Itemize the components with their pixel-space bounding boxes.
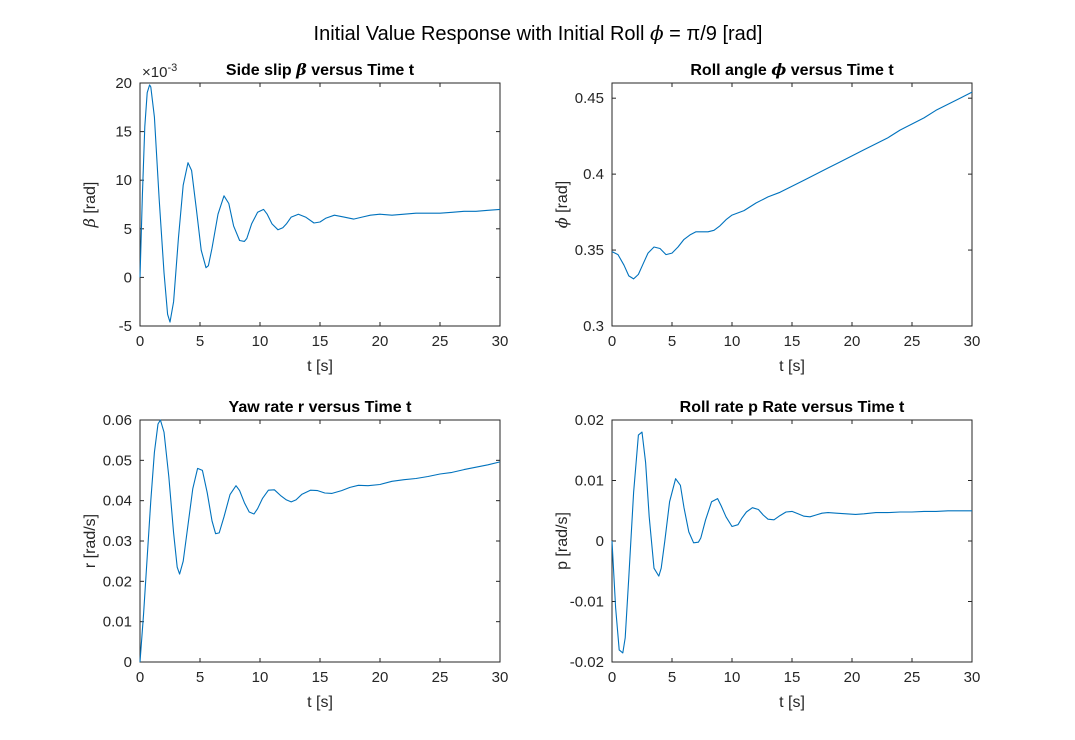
y-tick-label: 0.3	[583, 318, 604, 335]
x-tick-label: 15	[312, 333, 329, 350]
x-tick-label: 25	[904, 669, 921, 686]
x-tick-label: 10	[724, 333, 741, 350]
x-tick-label: 5	[668, 333, 676, 350]
y-tick-label: 0	[596, 533, 604, 550]
side-slip-y-axis-label: β [rad]	[80, 182, 99, 229]
x-tick-label: 30	[492, 333, 509, 350]
roll-rate-series-line	[611, 431, 972, 654]
yaw-rate-x-axis-label: t [s]	[307, 694, 333, 711]
y-tick-label: 0.05	[103, 452, 132, 469]
x-tick-label: 15	[784, 669, 801, 686]
side-slip-axes-box	[139, 82, 501, 327]
x-tick-label: 15	[312, 669, 329, 686]
y-tick-label: 20	[115, 75, 132, 92]
y-tick-label: 0.02	[103, 573, 132, 590]
roll-rate-x-axis-label: t [s]	[779, 694, 805, 711]
roll-rate-subplot: 0 5 10 15 20 25 30 -0.02 -0.01 0 0.01 0.02 Roll rate…	[554, 399, 980, 711]
x-tick-label: 0	[136, 333, 144, 350]
y-tick-label: -0.02	[570, 654, 604, 671]
x-tick-label: 30	[964, 333, 981, 350]
yaw-rate-subplot: 0 5 10 15 20 25 30 0 0.01 0.02 0.03 0.04 0.05 0.06 Yaw…	[82, 399, 508, 711]
y-tick-label: 0.01	[103, 614, 132, 631]
roll-angle-axes-box	[611, 82, 973, 327]
yaw-rate-title: Yaw rate r versus Time t	[229, 399, 413, 416]
yaw-rate-y-axis-label: r [rad/s]	[82, 514, 99, 568]
roll-angle-y-axis-label: ϕ [rad]	[552, 181, 571, 228]
roll-rate-title: Roll rate p Rate versus Time t	[680, 399, 905, 416]
x-tick-label: 30	[492, 669, 509, 686]
y-tick-label: 0.45	[575, 90, 604, 107]
roll-rate-y-axis-label: p [rad/s]	[554, 512, 571, 570]
y-tick-label: 0.06	[103, 412, 132, 429]
y-tick-label: 0.02	[575, 412, 604, 429]
y-tick-label: 0	[124, 654, 132, 671]
x-tick-label: 5	[196, 669, 204, 686]
yaw-rate-axes-box	[139, 419, 501, 663]
roll-angle-series-line	[611, 91, 973, 280]
y-tick-label: 15	[115, 124, 132, 141]
roll-angle-subplot: 0 5 10 15 20 25 30 0.3 0.35 0.4 0.45 Roll angle ϕ v…	[552, 60, 980, 375]
x-tick-label: 0	[136, 669, 144, 686]
side-slip-title: Side slip β versus Time t	[226, 60, 415, 79]
x-tick-label: 20	[844, 669, 861, 686]
x-tick-label: 5	[196, 333, 204, 350]
x-tick-label: 20	[844, 333, 861, 350]
x-tick-label: 25	[904, 333, 921, 350]
yaw-rate-series-line	[139, 419, 501, 663]
x-tick-label: 20	[372, 669, 389, 686]
x-tick-label: 5	[668, 669, 676, 686]
x-tick-label: 10	[252, 333, 269, 350]
roll-angle-title: Roll angle ϕ versus Time t	[690, 60, 894, 79]
y-tick-label: 10	[115, 172, 132, 189]
x-tick-label: 10	[252, 669, 269, 686]
y-tick-label: 0.4	[583, 166, 604, 183]
x-tick-label: 0	[608, 669, 616, 686]
figure-title: Initial Value Response with Initial Roll…	[314, 21, 763, 45]
x-tick-label: 10	[724, 669, 741, 686]
roll-rate-axes-box	[611, 419, 973, 663]
x-tick-label: 25	[432, 333, 449, 350]
y-tick-label: -0.01	[570, 594, 604, 611]
x-tick-label: 30	[964, 669, 981, 686]
y-tick-label: 5	[124, 221, 132, 238]
y-tick-label: 0.35	[575, 242, 604, 259]
y-tick-label: -5	[119, 318, 132, 335]
y-tick-label: 0.01	[575, 473, 604, 490]
x-tick-label: 15	[784, 333, 801, 350]
x-tick-label: 25	[432, 669, 449, 686]
y-exponent-label: ×10-3	[142, 62, 177, 81]
y-tick-label: 0	[124, 269, 132, 286]
x-tick-label: 0	[608, 333, 616, 350]
y-tick-label: 0.03	[103, 533, 132, 550]
y-tick-label: 0.04	[103, 493, 132, 510]
x-tick-label: 20	[372, 333, 389, 350]
roll-angle-x-axis-label: t [s]	[779, 358, 805, 375]
side-slip-x-axis-label: t [s]	[307, 358, 333, 375]
side-slip-series-line	[139, 84, 501, 323]
